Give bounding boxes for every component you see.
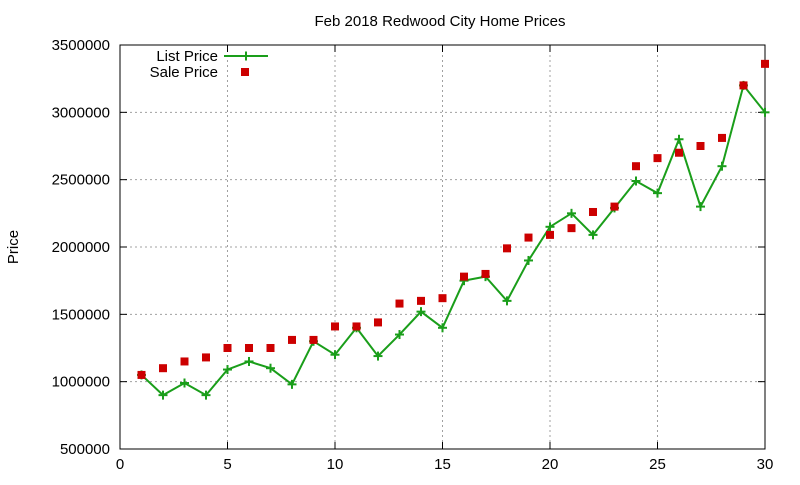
sale-price-point (159, 364, 167, 373)
list-price-point (330, 350, 340, 360)
gridlines (120, 45, 765, 449)
y-tick-label: 1500000 (52, 306, 110, 323)
list-price-point (502, 296, 512, 306)
x-tick-label: 20 (542, 456, 559, 473)
sale-price-point (481, 269, 490, 278)
list-price-point (588, 230, 598, 240)
list-price-point (545, 222, 555, 232)
y-tick-label: 1000000 (52, 374, 110, 391)
list-price-point (524, 255, 533, 265)
list-price-point (717, 161, 727, 171)
sale-price-point (761, 59, 769, 68)
sale-price-point (632, 162, 640, 171)
sale-price-point (567, 224, 576, 233)
legend: List Price Sale Price (150, 48, 268, 81)
list-price-point (696, 202, 705, 212)
sale-price-point (374, 318, 382, 327)
y-tick-label: 3000000 (52, 104, 110, 121)
list-price-point (395, 330, 404, 340)
legend-marker-list-price (241, 51, 251, 61)
list-price-point (416, 307, 426, 317)
list-price-point (373, 351, 383, 361)
y-tick-label: 2500000 (52, 172, 110, 189)
list-price-point (266, 363, 275, 373)
list-price-point (567, 208, 576, 218)
chart-title: Feb 2018 Redwood City Home Prices (315, 13, 566, 30)
legend-marker-sale-price (241, 68, 249, 76)
sale-price-point (352, 322, 361, 331)
list-price-point (760, 107, 770, 117)
sale-price-point (653, 154, 662, 163)
sale-price-point (739, 81, 748, 90)
legend-label-list-price: List Price (156, 48, 218, 65)
sale-price-point (546, 230, 554, 239)
list-price-point (631, 176, 641, 186)
sale-price-point (718, 133, 726, 142)
list-price-point (244, 356, 254, 366)
sale-price-point (589, 207, 597, 216)
x-tick-label: 15 (434, 456, 451, 473)
sale-price-point (223, 344, 232, 352)
sale-price-point (202, 353, 210, 362)
sale-price-point (696, 142, 705, 150)
x-tick-label: 25 (649, 456, 666, 473)
list-price-point (674, 134, 684, 144)
list-price-point (223, 365, 232, 375)
legend-label-sale-price: Sale Price (150, 64, 218, 81)
axis-ticks: 500000 1000000 1500000 2000000 2500000 300000… (52, 37, 774, 473)
x-tick-label: 5 (223, 456, 231, 473)
sale-price-point (180, 357, 189, 366)
list-price-point (158, 390, 168, 400)
x-tick-label: 30 (757, 456, 774, 473)
sale-price-point (309, 335, 318, 344)
y-tick-label: 2000000 (52, 239, 110, 256)
x-tick-label: 0 (116, 456, 124, 473)
list-price-point (180, 378, 189, 388)
sale-price-point (460, 272, 468, 281)
series-line-list-price (140, 83, 766, 397)
sale-price-point (524, 233, 533, 242)
x-tick-label: 10 (327, 456, 344, 473)
sale-price-point (137, 370, 146, 379)
list-price-point (287, 379, 297, 389)
sale-price-point (675, 148, 683, 157)
list-price-point (438, 323, 447, 333)
y-axis-label: Price (5, 230, 22, 264)
y-tick-label: 3500000 (52, 37, 110, 54)
legend-cross (241, 51, 251, 61)
sale-price-point (438, 294, 447, 303)
sale-price-point (266, 344, 275, 352)
sale-price-point (503, 244, 511, 253)
sale-price-point (610, 202, 619, 211)
sale-price-point (417, 296, 425, 305)
sale-price-point (395, 299, 404, 308)
sale-price-point (288, 335, 296, 344)
sale-price-point (331, 322, 339, 331)
series-layer (137, 59, 770, 400)
list-price-point (201, 390, 211, 400)
y-tick-label: 500000 (60, 441, 110, 458)
sale-price-point (245, 344, 253, 352)
list-price-point (653, 188, 662, 198)
